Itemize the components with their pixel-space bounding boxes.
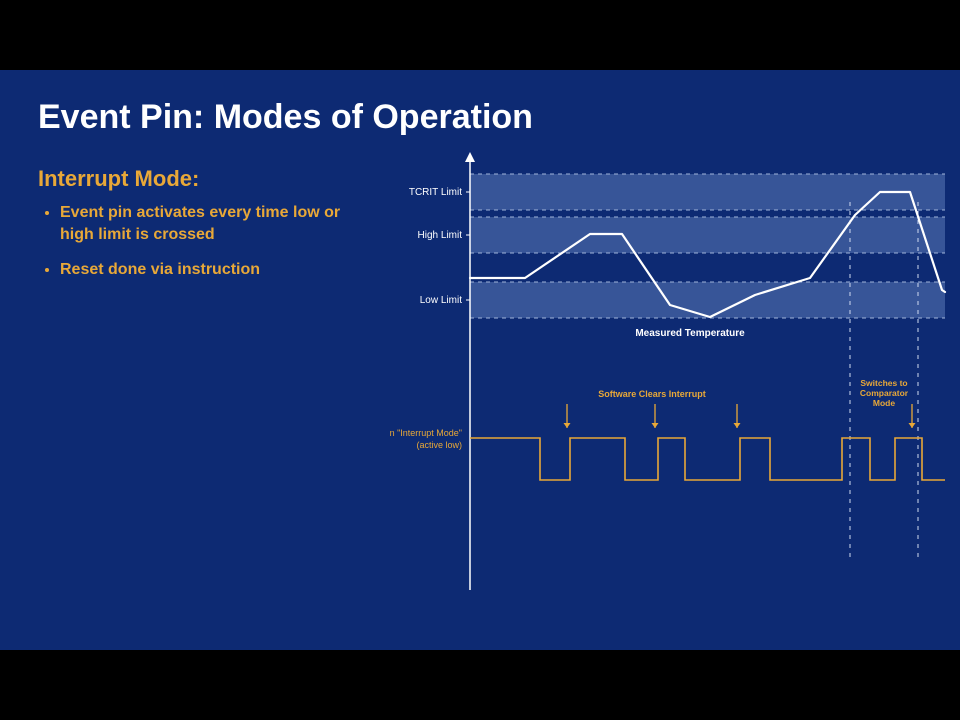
bullet-item: Reset done via instruction (60, 259, 368, 281)
bullet-item: Event pin activates every time low or hi… (60, 202, 368, 245)
page-title: Event Pin: Modes of Operation (38, 98, 533, 137)
svg-text:EVENT pint in "Interrupt Mode": EVENT pint in "Interrupt Mode" (390, 428, 462, 438)
svg-text:Mode: Mode (873, 398, 895, 408)
subtitle: Interrupt Mode: (38, 166, 199, 192)
svg-text:Low Limit: Low Limit (420, 295, 462, 306)
slide: Event Pin: Modes of Operation Interrupt … (0, 70, 960, 650)
svg-text:TCRIT Limit: TCRIT Limit (409, 187, 462, 198)
svg-text:High Limit: High Limit (418, 230, 463, 241)
bullet-list: Event pin activates every time low or hi… (38, 202, 368, 295)
svg-text:(active low): (active low) (416, 440, 462, 450)
chart-svg: TCRIT Limit High Limit Low Limit Measured T… (390, 150, 950, 620)
svg-text:Software Clears Interrupt: Software Clears Interrupt (598, 389, 706, 399)
chart-area: TCRIT Limit High Limit Low Limit Measured T… (390, 150, 950, 620)
svg-text:Comparator: Comparator (860, 388, 909, 398)
svg-text:Switches to: Switches to (860, 378, 907, 388)
svg-text:Measured Temperature: Measured Temperature (635, 328, 745, 339)
